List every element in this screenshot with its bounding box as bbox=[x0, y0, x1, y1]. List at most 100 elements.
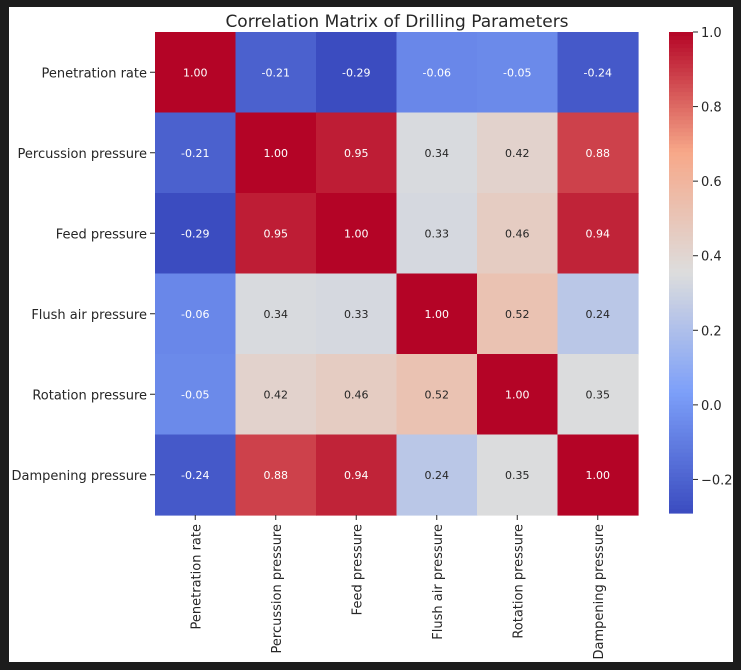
colorbar-segment bbox=[669, 304, 693, 310]
colorbar-segment bbox=[669, 348, 693, 354]
colorbar-segment bbox=[669, 372, 693, 378]
y-axis-ticks: Penetration rate Percussion pressure Feed … bbox=[11, 66, 155, 484]
colorbar-segment bbox=[669, 180, 693, 185]
heatmap-cell bbox=[557, 193, 639, 275]
x-tick-label: Penetration rate bbox=[189, 524, 204, 629]
colorbar-segment bbox=[669, 412, 693, 418]
colorbar-segment bbox=[669, 268, 693, 274]
colorbar-segment bbox=[669, 272, 693, 278]
colorbar-segment bbox=[669, 464, 693, 470]
figure: Correlation Matrix of Drilling Parameter… bbox=[9, 7, 733, 662]
colorbar-segment bbox=[669, 320, 693, 326]
cell-value-label: -0.21 bbox=[262, 66, 290, 79]
colorbar: −0.2 0.0 0.2 0.4 0.6 0.8 1.0 bbox=[669, 26, 733, 514]
heatmap-cell bbox=[396, 434, 478, 516]
cell-value-label: -0.05 bbox=[503, 66, 531, 79]
colorbar-segment bbox=[669, 60, 693, 65]
colorbar-segment bbox=[669, 496, 693, 502]
colorbar-segment bbox=[669, 32, 693, 37]
colorbar-segment bbox=[669, 384, 693, 390]
heatmap-cell bbox=[477, 193, 559, 275]
heatmap-cell bbox=[235, 434, 317, 516]
colorbar-segment bbox=[669, 44, 693, 49]
colorbar-segment bbox=[669, 292, 693, 298]
heatmap-cell bbox=[155, 273, 237, 355]
cell-value-label: 0.42 bbox=[505, 147, 530, 160]
cell-value-label: -0.05 bbox=[181, 388, 209, 401]
colorbar-segment bbox=[669, 456, 693, 462]
colorbar-segment bbox=[669, 152, 693, 157]
heatmap-cells: 1.00 -0.21 -0.29 -0.06 -0.05 -0.24 -0.21 1.00 0.… bbox=[155, 32, 639, 516]
colorbar-segment bbox=[669, 72, 693, 77]
colorbar-tick-label: 0.4 bbox=[701, 250, 722, 265]
heatmap-chart: Correlation Matrix of Drilling Parameter… bbox=[11, 12, 733, 660]
colorbar-segment bbox=[669, 360, 693, 366]
colorbar-segment bbox=[669, 312, 693, 318]
x-tick-label: Flush air pressure bbox=[431, 524, 446, 640]
colorbar-segment bbox=[669, 220, 693, 225]
cell-value-label: 0.88 bbox=[586, 147, 611, 160]
heatmap-cell bbox=[557, 354, 639, 436]
x-tick-label: Percussion pressure bbox=[270, 524, 285, 653]
colorbar-segment bbox=[669, 308, 693, 314]
heatmap-cell bbox=[396, 193, 478, 275]
heatmap-cell bbox=[477, 32, 559, 114]
colorbar-segment bbox=[669, 440, 693, 446]
colorbar-tick-label: 0.6 bbox=[701, 175, 722, 190]
cell-value-label: -0.21 bbox=[181, 147, 209, 160]
heatmap-cell bbox=[235, 32, 317, 114]
colorbar-segment bbox=[669, 248, 693, 254]
colorbar-segment bbox=[669, 476, 693, 482]
colorbar-segment bbox=[669, 80, 693, 85]
heatmap-cell bbox=[316, 434, 398, 516]
colorbar-segment bbox=[669, 284, 693, 290]
cell-value-label: -0.24 bbox=[584, 66, 612, 79]
heatmap-cell bbox=[235, 112, 317, 194]
cell-value-label: 0.24 bbox=[586, 308, 611, 321]
colorbar-segment bbox=[669, 64, 693, 69]
heatmap-cell bbox=[396, 354, 478, 436]
colorbar-segment bbox=[669, 460, 693, 466]
colorbar-segment bbox=[669, 480, 693, 486]
colorbar-segment bbox=[669, 156, 693, 161]
colorbar-segment bbox=[669, 400, 693, 406]
colorbar-segment bbox=[669, 108, 693, 113]
cell-value-label: 0.88 bbox=[264, 469, 289, 482]
heatmap-cell bbox=[396, 112, 478, 194]
colorbar-segment bbox=[669, 224, 693, 230]
colorbar-tick-label: 0.8 bbox=[701, 101, 722, 116]
colorbar-tick-label: −0.2 bbox=[701, 473, 733, 488]
colorbar-segment bbox=[669, 128, 693, 133]
heatmap-cell bbox=[155, 32, 237, 114]
cell-value-label: 0.52 bbox=[425, 388, 450, 401]
heatmap-cell bbox=[396, 32, 478, 114]
heatmap-cell bbox=[316, 273, 398, 355]
y-tick-label: Feed pressure bbox=[56, 227, 147, 242]
colorbar-segment bbox=[669, 216, 693, 221]
colorbar-segment bbox=[669, 428, 693, 434]
colorbar-tick-label: 0.0 bbox=[701, 399, 722, 414]
colorbar-segment bbox=[669, 432, 693, 438]
colorbar-segment bbox=[669, 392, 693, 398]
heatmap-cell bbox=[477, 112, 559, 194]
colorbar-segment bbox=[669, 196, 693, 201]
colorbar-segment bbox=[669, 288, 693, 294]
colorbar-segment bbox=[669, 232, 693, 238]
heatmap-cell bbox=[155, 112, 237, 194]
colorbar-segment bbox=[669, 280, 693, 286]
colorbar-segment bbox=[669, 332, 693, 338]
cell-value-label: 0.94 bbox=[344, 469, 369, 482]
colorbar-segment bbox=[669, 296, 693, 302]
cell-value-label: 0.35 bbox=[505, 469, 530, 482]
heatmap-cell bbox=[235, 273, 317, 355]
colorbar-segment bbox=[669, 276, 693, 282]
colorbar-segment bbox=[669, 172, 693, 177]
heatmap-cell bbox=[477, 354, 559, 436]
colorbar-segment bbox=[669, 136, 693, 141]
chart-title: Correlation Matrix of Drilling Parameter… bbox=[225, 12, 568, 32]
cell-value-label: -0.06 bbox=[423, 66, 451, 79]
colorbar-segment bbox=[669, 148, 693, 153]
cell-value-label: 0.33 bbox=[344, 308, 369, 321]
colorbar-segment bbox=[669, 252, 693, 258]
colorbar-segment bbox=[669, 56, 693, 61]
